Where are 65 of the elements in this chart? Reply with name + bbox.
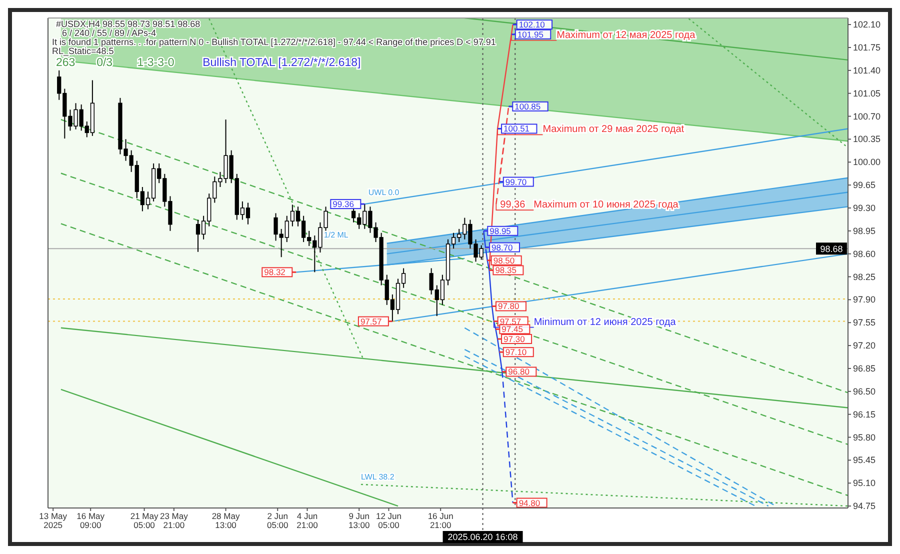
- annotation: 96.80: [508, 366, 530, 377]
- x-tick-label: 9 Jun 13:00: [348, 511, 370, 530]
- annotation: RL_Static=48.5: [52, 46, 114, 56]
- y-tick-label: 99.65: [853, 180, 876, 190]
- annotation: 97.57: [360, 316, 382, 326]
- annotation: It is found 1 patterns. . .for pattern N 0 - Bullish TOTAL [1.272/*/*/2.618] - 97.44 < Range of the prices D < 97.91: [52, 37, 496, 47]
- x-tick-label: 2 Jun 05:00: [266, 511, 289, 530]
- y-tick-label: 100.70: [853, 111, 881, 122]
- y-tick-label: 97.20: [853, 340, 876, 351]
- annotation: 98.70: [492, 242, 514, 252]
- y-tick-label: 96.50: [853, 386, 876, 396]
- y-tick-label: 100.00: [853, 157, 881, 168]
- annotation: 98.35: [495, 265, 517, 276]
- x-tick-label: 16 May 09:00: [76, 511, 106, 530]
- y-tick-label: 98.95: [853, 226, 876, 236]
- annotation: Maximum от 12 мая 2025 года: [556, 30, 696, 41]
- y-tick-label: 101.40: [853, 65, 881, 76]
- annotation: 97.45: [502, 324, 524, 334]
- y-tick-label: 101.75: [853, 42, 881, 52]
- annotation: 1-3-3-0: [137, 57, 174, 69]
- annotation: 102.10: [518, 20, 546, 30]
- annotation: 99,36: [500, 200, 526, 211]
- y-tick-label: 102.10: [853, 20, 881, 30]
- ref-line-label: 98.68: [820, 244, 843, 254]
- annotation: Bullish TOTAL [1.272/*/*/2.618]: [202, 57, 361, 69]
- x-tick-label: 16 Jun 21:00: [428, 511, 454, 530]
- y-tick-label: 95.45: [853, 455, 876, 466]
- y-tick-label: 98.60: [853, 248, 876, 259]
- y-tick-label: 95.10: [853, 478, 876, 488]
- annotation: 97.80: [498, 301, 520, 312]
- annotation: 97.57: [500, 316, 522, 326]
- y-tick-label: 97.55: [853, 318, 876, 328]
- annotation: 100.85: [514, 101, 541, 112]
- x-tick-label: 21 May 05:00: [130, 511, 159, 530]
- y-tick-label: 96.85: [853, 363, 876, 374]
- x-tick-label: 12 Jun 05:00: [376, 511, 402, 530]
- y-tick-label: 100.35: [853, 134, 881, 144]
- annotation: 98.95: [490, 226, 512, 236]
- annotation: 94.80: [518, 498, 540, 508]
- x-tick-label: 13 May 2025: [39, 511, 68, 530]
- annotation: 101.95: [517, 29, 544, 40]
- annotation: 98.32: [264, 267, 286, 278]
- y-tick-label: 98.25: [853, 272, 876, 282]
- ref-line-label: 2025.06.20 16:08: [448, 532, 518, 542]
- annotation: 97.30: [504, 334, 526, 344]
- x-tick-label: 4 Jun 21:00: [296, 511, 318, 530]
- annotation: Maximum от 29 мая 2025 годаt: [542, 124, 684, 136]
- annotation: 98.50: [493, 255, 515, 266]
- x-tick-label: 23 May 21:00: [160, 511, 189, 530]
- y-tick-label: 96.15: [853, 409, 876, 420]
- y-tick-label: 99.30: [853, 202, 876, 213]
- annotation: 99.36: [332, 199, 354, 210]
- text: 6 / 240 / 55 / 89 / APs-4: [62, 28, 156, 38]
- annotation: LWL 38.2: [360, 472, 395, 482]
- y-tick-label: 94.75: [853, 501, 876, 512]
- chart-title: #USDX,H4 98.55 98.73 98.51 98.68: [56, 19, 200, 29]
- y-tick-label: 101.05: [853, 88, 881, 98]
- y-tick-label: 95.80: [853, 432, 876, 442]
- annotation: UWL 0.0: [368, 188, 400, 198]
- y-tick-label: 97.90: [853, 294, 876, 305]
- annotation: 99.70: [505, 176, 527, 187]
- x-tick-label: 28 May 13:00: [212, 511, 240, 530]
- annotation: 1/2 ML: [324, 230, 349, 240]
- annotation: 97.10: [505, 347, 527, 358]
- annotation: 100.51: [504, 124, 530, 134]
